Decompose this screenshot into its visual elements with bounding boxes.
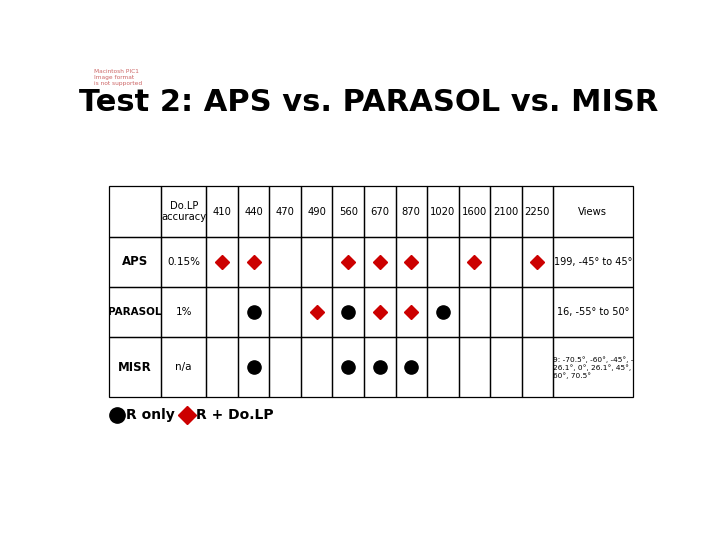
Text: 9: -70.5°, -60°, -45°, -
26.1°, 0°, 26.1°, 45°,
60°, 70.5°: 9: -70.5°, -60°, -45°, - 26.1°, 0°, 26.1… (553, 356, 633, 379)
Bar (364, 186, 395, 237)
Bar (427, 186, 459, 237)
Text: 2100: 2100 (493, 207, 518, 217)
Text: 670: 670 (370, 207, 390, 217)
Bar (459, 287, 490, 337)
Bar (333, 287, 364, 337)
Bar (109, 186, 161, 237)
Text: R only: R only (127, 408, 175, 422)
Bar (521, 287, 553, 337)
Bar (269, 337, 301, 397)
Text: R + Do.LP: R + Do.LP (196, 408, 274, 422)
Bar (553, 287, 632, 337)
Text: 1020: 1020 (430, 207, 456, 217)
Text: 0.15%: 0.15% (167, 257, 200, 267)
Bar (161, 237, 207, 287)
Bar (333, 237, 364, 287)
Bar (161, 287, 207, 337)
Bar (395, 237, 427, 287)
Bar (238, 337, 269, 397)
Bar (161, 337, 207, 397)
Bar (269, 237, 301, 287)
Bar (301, 287, 333, 337)
Bar (521, 237, 553, 287)
Bar (427, 337, 459, 397)
Bar (207, 186, 238, 237)
Text: n/a: n/a (176, 362, 192, 372)
Text: Test 2: APS vs. PARASOL vs. MISR: Test 2: APS vs. PARASOL vs. MISR (79, 88, 659, 117)
Text: 1600: 1600 (462, 207, 487, 217)
Text: 560: 560 (338, 207, 358, 217)
Text: 2250: 2250 (525, 207, 550, 217)
Bar (490, 337, 521, 397)
Text: 16, -55° to 50°: 16, -55° to 50° (557, 307, 629, 317)
Bar (238, 237, 269, 287)
Bar (521, 186, 553, 237)
Bar (109, 237, 161, 287)
Bar (459, 186, 490, 237)
Bar (269, 186, 301, 237)
Bar (333, 186, 364, 237)
Bar (301, 186, 333, 237)
Bar (161, 186, 207, 237)
Bar (364, 337, 395, 397)
Text: APS: APS (122, 255, 148, 268)
Bar (207, 287, 238, 337)
Text: MISR: MISR (118, 361, 152, 374)
Text: 870: 870 (402, 207, 420, 217)
Bar (553, 237, 632, 287)
Bar (207, 337, 238, 397)
Text: Do.LP
accuracy: Do.LP accuracy (161, 201, 207, 222)
Bar (490, 287, 521, 337)
Bar (395, 337, 427, 397)
Bar (364, 287, 395, 337)
Text: Macintosh PIC1
Image format
is not supported: Macintosh PIC1 Image format is not suppo… (94, 69, 142, 86)
Bar (301, 337, 333, 397)
Bar (521, 337, 553, 397)
Bar (207, 237, 238, 287)
Bar (238, 186, 269, 237)
Bar (395, 287, 427, 337)
Text: 1%: 1% (176, 307, 192, 317)
Text: 199, -45° to 45°: 199, -45° to 45° (554, 257, 632, 267)
Bar (427, 287, 459, 337)
Bar (459, 237, 490, 287)
Bar (427, 237, 459, 287)
Bar (490, 237, 521, 287)
Bar (269, 287, 301, 337)
Bar (109, 287, 161, 337)
Bar (333, 337, 364, 397)
Bar (490, 186, 521, 237)
Bar (238, 287, 269, 337)
Bar (364, 237, 395, 287)
Bar (553, 186, 632, 237)
Text: 470: 470 (276, 207, 294, 217)
Text: 410: 410 (212, 207, 232, 217)
Text: 490: 490 (307, 207, 326, 217)
Text: 440: 440 (244, 207, 263, 217)
Bar (109, 337, 161, 397)
Bar (553, 337, 632, 397)
Text: PARASOL: PARASOL (109, 307, 162, 317)
Bar (459, 337, 490, 397)
Bar (395, 186, 427, 237)
Bar (301, 237, 333, 287)
Text: Views: Views (578, 207, 607, 217)
